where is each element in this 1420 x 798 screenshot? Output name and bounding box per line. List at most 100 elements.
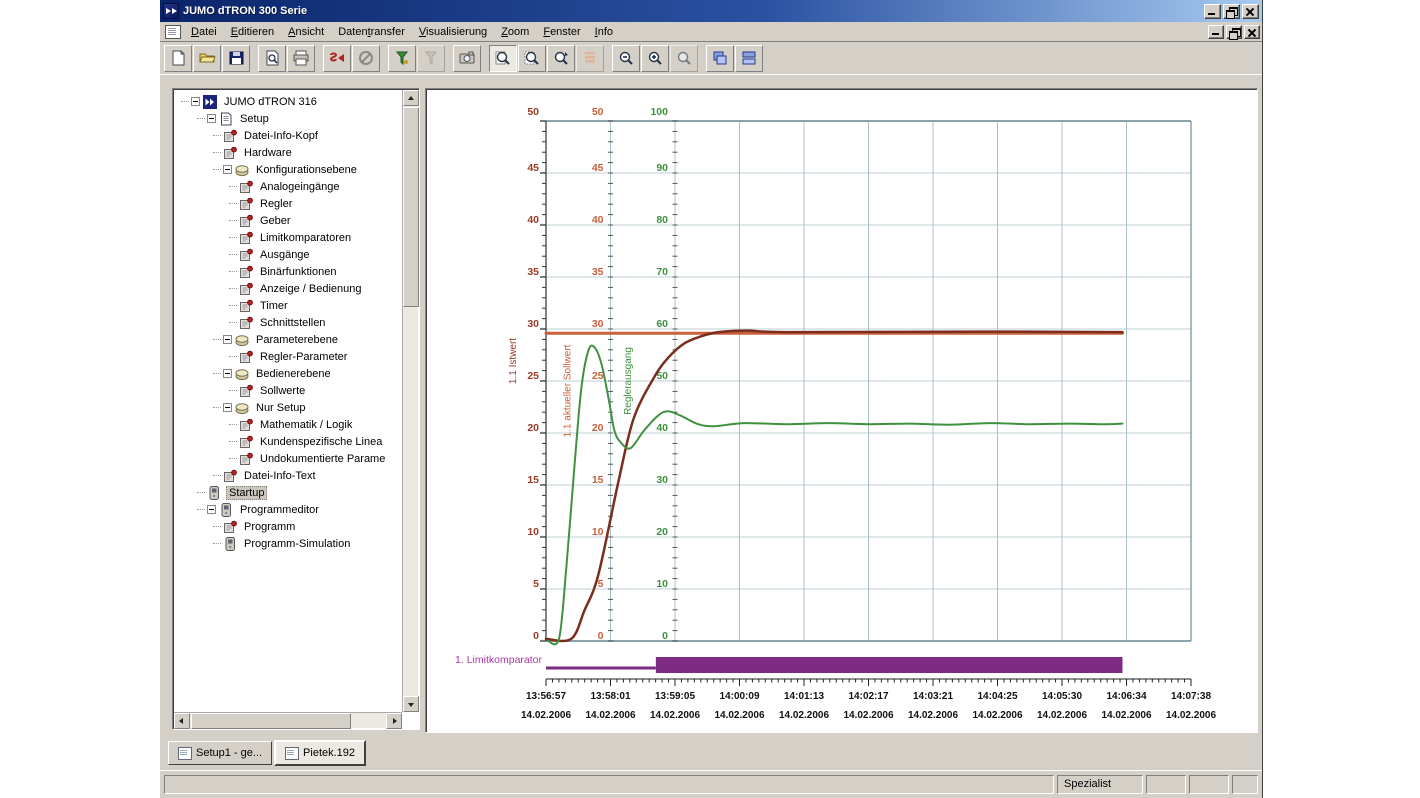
tree-item-nur-setup[interactable]: Nur Setup	[177, 399, 402, 416]
toolbar-button-value-list[interactable]	[576, 45, 604, 72]
menu-datei[interactable]: Datei	[184, 24, 224, 40]
mdi-minimize-button[interactable]	[1208, 25, 1224, 39]
tree-item-regler-parameter[interactable]: Regler-Parameter	[177, 348, 402, 365]
ytick-istwert: 0	[533, 630, 539, 642]
mdi-restore-button[interactable]	[1226, 25, 1242, 39]
mdi-document-icon[interactable]	[165, 25, 181, 39]
tree-item-ausg-nge[interactable]: Ausgänge	[177, 246, 402, 263]
xtick-date: 14.02.2006	[972, 710, 1022, 721]
chart-panel: 504540353025201510501.1 Istwert504540353…	[425, 88, 1258, 733]
tree-item-setup[interactable]: Setup	[177, 110, 402, 127]
toolbar-button-zoom-mode[interactable]	[489, 45, 517, 72]
toolbar-button-new-document[interactable]	[164, 45, 192, 72]
tree-vertical-scrollbar[interactable]	[402, 90, 418, 712]
menu-fenster[interactable]: Fenster	[536, 24, 587, 40]
tree-item-bin-rfunktionen[interactable]: Binärfunktionen	[177, 263, 402, 280]
tree-horizontal-scrollbar[interactable]	[174, 712, 402, 728]
menu-info[interactable]: Info	[588, 24, 620, 40]
tree-item-mathematik-logik[interactable]: Mathematik / Logik	[177, 416, 402, 433]
toolbar-button-abort-transfer[interactable]	[352, 45, 380, 72]
tree-item-regler[interactable]: Regler	[177, 195, 402, 212]
toolbar-button-print-preview[interactable]	[258, 45, 286, 72]
device-icon	[219, 503, 234, 517]
tree-item-label: Regler-Parameter	[258, 351, 349, 363]
close-button[interactable]	[1242, 4, 1259, 19]
scroll-up-button[interactable]	[403, 90, 419, 106]
tree-item-jumo-dtron-316[interactable]: JUMO dTRON 316	[177, 93, 402, 110]
collapse-icon[interactable]	[223, 335, 232, 344]
tree-item-kundenspezifische-linea[interactable]: Kundenspezifische Linea	[177, 433, 402, 450]
tree-item-timer[interactable]: Timer	[177, 297, 402, 314]
toolbar-button-transfer-to-device[interactable]	[323, 45, 351, 72]
tree-item-limitkomparatoren[interactable]: Limitkomparatoren	[177, 229, 402, 246]
tree-connector	[197, 509, 205, 510]
menu-zoom[interactable]: Zoom	[494, 24, 536, 40]
document-icon	[285, 747, 299, 760]
status-cell	[1146, 775, 1186, 794]
tree-item-analogeing-nge[interactable]: Analogeingänge	[177, 178, 402, 195]
mdi-close-button[interactable]	[1244, 25, 1260, 39]
toolbar-button-zoom-window[interactable]	[518, 45, 546, 72]
toolbar-button-receive-from-device[interactable]	[388, 45, 416, 72]
scroll-left-button[interactable]	[174, 713, 190, 729]
zoom-in-icon	[646, 49, 664, 67]
toolbar-button-zoom-dynamic[interactable]	[547, 45, 575, 72]
menu-editieren[interactable]: Editieren	[224, 24, 281, 40]
collapse-icon[interactable]	[223, 165, 232, 174]
restore-button[interactable]	[1223, 4, 1240, 19]
tree-item-geber[interactable]: Geber	[177, 212, 402, 229]
toolbar-button-receive-disabled[interactable]	[417, 45, 445, 72]
ytick-reglerausgang: 0	[662, 630, 668, 642]
param-icon	[239, 316, 254, 330]
menu-datentransfer[interactable]: Datentransfer	[331, 24, 412, 40]
toolbar-button-open-folder[interactable]	[193, 45, 221, 72]
device-snapshot-icon	[458, 49, 476, 67]
toolbar-button-print[interactable]	[287, 45, 315, 72]
vertical-scroll-thumb[interactable]	[403, 107, 419, 307]
tree-item-startup[interactable]: Startup	[177, 484, 402, 501]
tree-item-datei-info-kopf[interactable]: Datei-Info-Kopf	[177, 127, 402, 144]
device-icon	[223, 537, 238, 551]
xtick-time: 13:56:57	[526, 691, 566, 702]
toolbar-button-zoom-out[interactable]	[612, 45, 640, 72]
collapse-icon[interactable]	[223, 403, 232, 412]
tree-item-programmeditor[interactable]: Programmeditor	[177, 501, 402, 518]
collapse-icon[interactable]	[223, 369, 232, 378]
scroll-down-icon	[408, 703, 414, 707]
tab-pietek-192[interactable]: Pietek.192	[274, 740, 366, 766]
param-icon	[239, 282, 254, 296]
tree-item-programm-simulation[interactable]: Programm-Simulation	[177, 535, 402, 552]
tree-item-label: Hardware	[242, 147, 294, 159]
collapse-icon[interactable]	[191, 97, 200, 106]
tree-item-datei-info-text[interactable]: Datei-Info-Text	[177, 467, 402, 484]
tree-connector	[213, 407, 221, 408]
tree-item-konfigurationsebene[interactable]: Konfigurationsebene	[177, 161, 402, 178]
scroll-down-button[interactable]	[403, 696, 419, 712]
toolbar-button-zoom-reset[interactable]	[670, 45, 698, 72]
tree-item-hardware[interactable]: Hardware	[177, 144, 402, 161]
tab-setup1-ge[interactable]: Setup1 - ge...	[168, 741, 272, 765]
scroll-right-button[interactable]	[386, 713, 402, 729]
tree-item-anzeige-bedienung[interactable]: Anzeige / Bedienung	[177, 280, 402, 297]
menu-visualisierung[interactable]: Visualisierung	[412, 24, 494, 40]
tree-item-bedienerebene[interactable]: Bedienerebene	[177, 365, 402, 382]
horizontal-scroll-thumb[interactable]	[191, 713, 351, 729]
collapse-icon[interactable]	[207, 114, 216, 123]
toolbar-button-tile-windows[interactable]	[735, 45, 763, 72]
menu-ansicht[interactable]: Ansicht	[281, 24, 331, 40]
minimize-button[interactable]	[1204, 4, 1221, 19]
tree-item-schnittstellen[interactable]: Schnittstellen	[177, 314, 402, 331]
tree-item-sollwerte[interactable]: Sollwerte	[177, 382, 402, 399]
ytick-sollwert: 25	[592, 370, 604, 382]
tree-item-parameterebene[interactable]: Parameterebene	[177, 331, 402, 348]
trend-chart: 504540353025201510501.1 Istwert504540353…	[428, 91, 1257, 730]
window-title: JUMO dTRON 300 Serie	[183, 5, 1202, 17]
toolbar-button-cascade-windows[interactable]	[706, 45, 734, 72]
toolbar-button-zoom-in[interactable]	[641, 45, 669, 72]
toolbar-button-save-floppy[interactable]	[222, 45, 250, 72]
param-icon	[239, 418, 254, 432]
tree-item-programm[interactable]: Programm	[177, 518, 402, 535]
collapse-icon[interactable]	[207, 505, 216, 514]
tree-item-undokumentierte-parame[interactable]: Undokumentierte Parame	[177, 450, 402, 467]
toolbar-button-device-snapshot[interactable]	[453, 45, 481, 72]
